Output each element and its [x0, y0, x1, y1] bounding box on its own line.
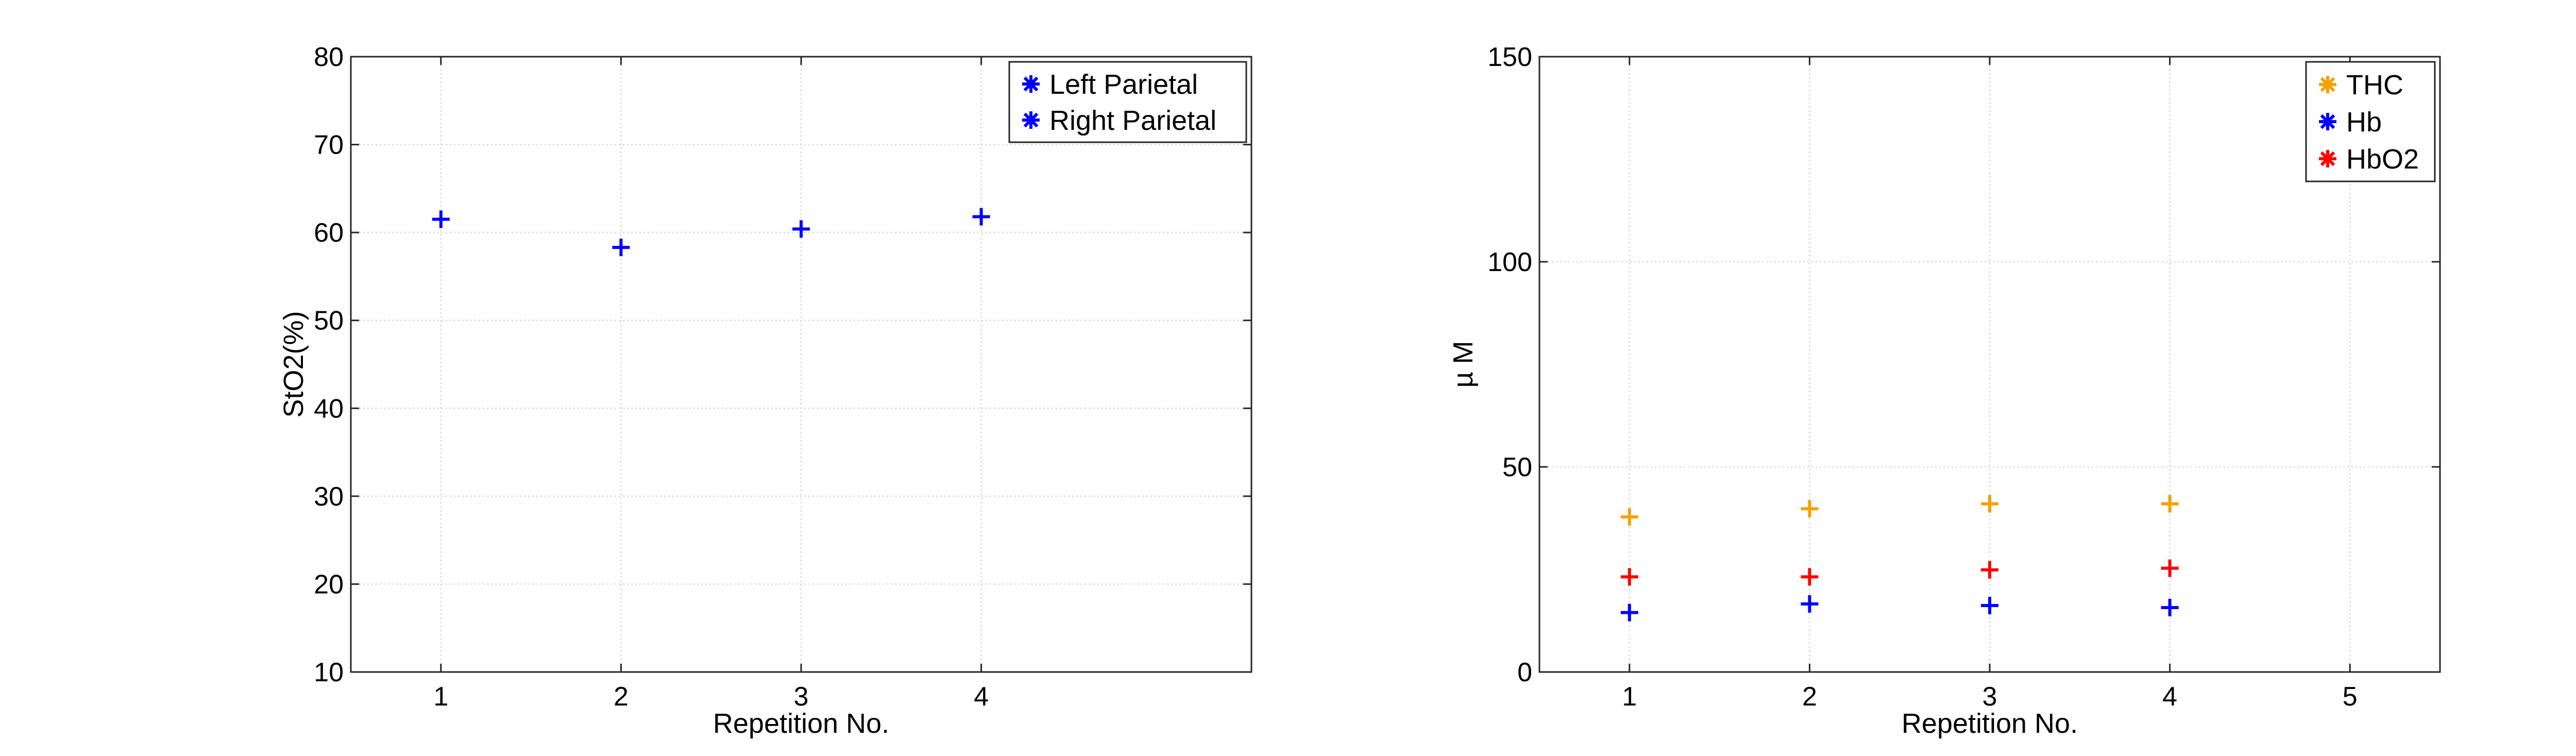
y-tick-label: 150 — [1487, 42, 1532, 72]
y-tick-label: 10 — [314, 658, 344, 687]
axis-ticks: 1 2 3 4 10 20 30 40 50 60 70 80 — [314, 42, 1251, 712]
legend-entry: Right Parietal — [1022, 105, 1216, 136]
data-point-right-parietal — [972, 208, 990, 226]
data-markers — [1620, 495, 2179, 621]
y-axis-label: µ M — [1448, 341, 1479, 388]
y-tick-label: 60 — [314, 218, 344, 248]
data-point-hb — [1620, 603, 1638, 621]
data-point-right-parietal — [432, 210, 450, 228]
legend-entry: Left Parietal — [1022, 69, 1198, 100]
x-tick-label: 3 — [1982, 682, 1997, 712]
data-point-hbo2 — [1801, 568, 1819, 586]
data-point-hbo2 — [1620, 568, 1638, 586]
legend-label: Left Parietal — [1049, 69, 1198, 100]
y-tick-label: 100 — [1487, 247, 1532, 277]
stO2-chart: 1 2 3 4 10 20 30 40 50 60 70 80 Repetition No. StO2… — [278, 42, 1252, 739]
data-point-hbo2 — [1981, 561, 1998, 579]
data-point-hb — [1981, 597, 1998, 615]
data-point-thc — [1981, 495, 1998, 513]
x-tick-label: 3 — [794, 682, 809, 712]
y-tick-label: 70 — [314, 130, 344, 160]
legend-entry: THC — [2319, 70, 2403, 100]
y-axis-label: StO2(%) — [278, 311, 309, 417]
y-tick-label: 40 — [314, 394, 344, 424]
x-tick-label: 4 — [2162, 682, 2177, 712]
x-tick-label: 1 — [433, 682, 448, 712]
legend-label: Right Parietal — [1049, 105, 1216, 136]
y-tick-label: 80 — [314, 42, 344, 72]
legend-marker — [1022, 111, 1040, 129]
legend-marker — [2319, 76, 2336, 93]
x-tick-label: 2 — [614, 682, 629, 712]
legend-marker — [2319, 113, 2336, 130]
data-point-hb — [1801, 595, 1819, 613]
data-point-hb — [2161, 599, 2179, 617]
data-point-right-parietal — [792, 220, 810, 238]
data-point-thc — [2161, 495, 2179, 513]
data-point-thc — [1620, 508, 1638, 526]
legend-label: THC — [2346, 70, 2403, 100]
plot-area — [351, 57, 1251, 672]
legend-label: Hb — [2346, 107, 2382, 138]
x-tick-label: 4 — [974, 682, 989, 712]
data-markers — [432, 208, 990, 257]
y-tick-label: 50 — [314, 306, 344, 336]
x-axis-label: Repetition No. — [713, 708, 889, 739]
data-point-thc — [1801, 500, 1819, 518]
legend-entry: Hb — [2319, 107, 2382, 138]
legend-box — [1008, 61, 1247, 143]
data-point-right-parietal — [612, 239, 630, 257]
plot-area — [1539, 57, 2440, 672]
legend: THC Hb HbO2 — [2305, 61, 2436, 182]
x-tick-label: 1 — [1622, 682, 1637, 712]
y-tick-label: 30 — [314, 482, 344, 512]
x-tick-label: 2 — [1802, 682, 1817, 712]
legend-marker — [2319, 150, 2336, 167]
x-tick-label: 5 — [2343, 682, 2358, 712]
y-tick-label: 20 — [314, 569, 344, 599]
legend-entry: HbO2 — [2319, 144, 2419, 175]
legend: Left Parietal Right Parietal — [1008, 61, 1247, 143]
y-tick-label: 50 — [1502, 452, 1532, 482]
data-point-hbo2 — [2161, 559, 2179, 577]
legend-marker — [1022, 75, 1040, 93]
legend-label: HbO2 — [2346, 144, 2419, 175]
x-axis-label: Repetition No. — [1902, 708, 2078, 739]
y-tick-label: 0 — [1517, 658, 1532, 687]
